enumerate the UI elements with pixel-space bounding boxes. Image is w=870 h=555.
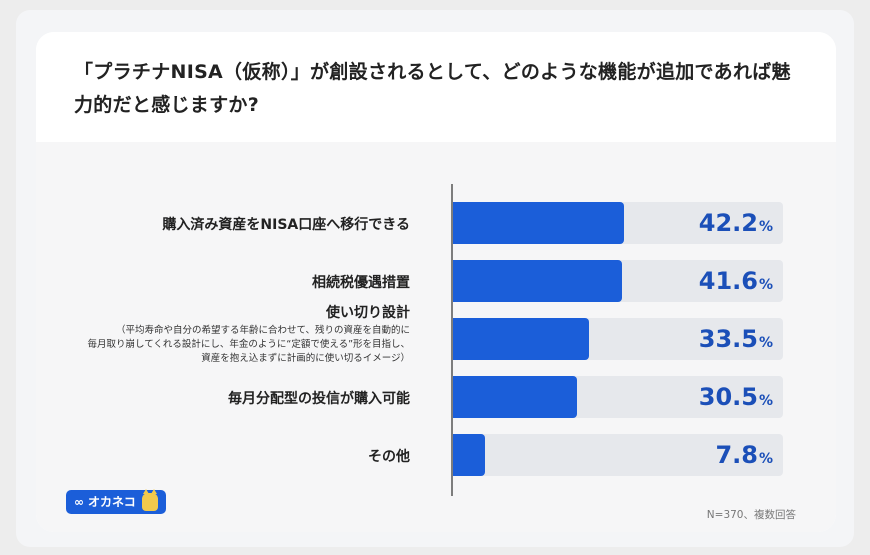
card: 「プラチナNISA（仮称）」が創設されるとして、どのような機能が追加であれば魅力… bbox=[16, 10, 854, 547]
bar-track: 7.8% bbox=[453, 434, 783, 476]
title-area: 「プラチナNISA（仮称）」が創設されるとして、どのような機能が追加であれば魅力… bbox=[36, 32, 836, 142]
value-number: 33.5 bbox=[698, 325, 758, 353]
category-note-line: 毎月取り崩してくれる設計にし、年金のように“定額で使える”形を目指し、 bbox=[87, 339, 411, 350]
category-label: 購入済み資産をNISA口座へ移行できる bbox=[162, 214, 410, 234]
value-unit: % bbox=[758, 277, 773, 293]
bar-track: 33.5% bbox=[453, 318, 783, 360]
brand-name: オカネコ bbox=[88, 495, 136, 509]
value-number: 42.2 bbox=[698, 209, 758, 237]
value-unit: % bbox=[758, 393, 773, 409]
category-label: 相続税優遇措置 bbox=[312, 272, 410, 292]
brand-logo: ∞ オカネコ bbox=[66, 489, 166, 514]
value-unit: % bbox=[758, 451, 773, 467]
category-label: その他 bbox=[368, 446, 410, 466]
sample-note: N=370、複数回答 bbox=[706, 509, 796, 521]
bar bbox=[453, 434, 485, 476]
category-label: 使い切り設計 （平均寿命や自分の希望する年齢に合わせて、残りの資産を自動的に毎月取… bbox=[88, 302, 411, 366]
value-label: 33.5% bbox=[699, 323, 773, 359]
value-label: 42.2% bbox=[699, 207, 773, 243]
category-note-line: 資産を抱え込まずに計画的に使い切るイメージ） bbox=[201, 353, 410, 364]
bar-track: 42.2% bbox=[453, 202, 783, 244]
category-label-text: その他 bbox=[368, 449, 410, 465]
value-unit: % bbox=[758, 335, 773, 351]
bar bbox=[453, 318, 589, 360]
y-axis-line bbox=[451, 184, 453, 496]
value-number: 41.6 bbox=[698, 267, 758, 295]
category-label: 毎月分配型の投信が購入可能 bbox=[228, 388, 410, 408]
chart-panel: 「プラチナNISA（仮称）」が創設されるとして、どのような機能が追加であれば魅力… bbox=[36, 32, 836, 532]
category-label-text: 購入済み資産をNISA口座へ移行できる bbox=[162, 217, 410, 233]
cat-mascot-icon bbox=[141, 489, 158, 511]
bar bbox=[453, 376, 577, 418]
value-label: 7.8% bbox=[715, 439, 773, 475]
chart-title: 「プラチナNISA（仮称）」が創設されるとして、どのような機能が追加であれば魅力… bbox=[74, 61, 791, 116]
bar-track: 41.6% bbox=[453, 260, 783, 302]
value-label: 30.5% bbox=[699, 381, 773, 417]
value-unit: % bbox=[758, 219, 773, 235]
bar bbox=[453, 260, 622, 302]
infinity-icon: ∞ bbox=[74, 495, 84, 509]
bar-track: 30.5% bbox=[453, 376, 783, 418]
value-label: 41.6% bbox=[699, 265, 773, 301]
category-label-text: 毎月分配型の投信が購入可能 bbox=[228, 391, 410, 407]
bar bbox=[453, 202, 625, 244]
value-number: 30.5 bbox=[698, 383, 758, 411]
value-number: 7.8 bbox=[715, 441, 758, 469]
category-label-text: 使い切り設計 bbox=[326, 305, 410, 321]
category-label-text: 相続税優遇措置 bbox=[312, 275, 410, 291]
category-note-line: （平均寿命や自分の希望する年齢に合わせて、残りの資産を自動的に bbox=[115, 325, 410, 336]
